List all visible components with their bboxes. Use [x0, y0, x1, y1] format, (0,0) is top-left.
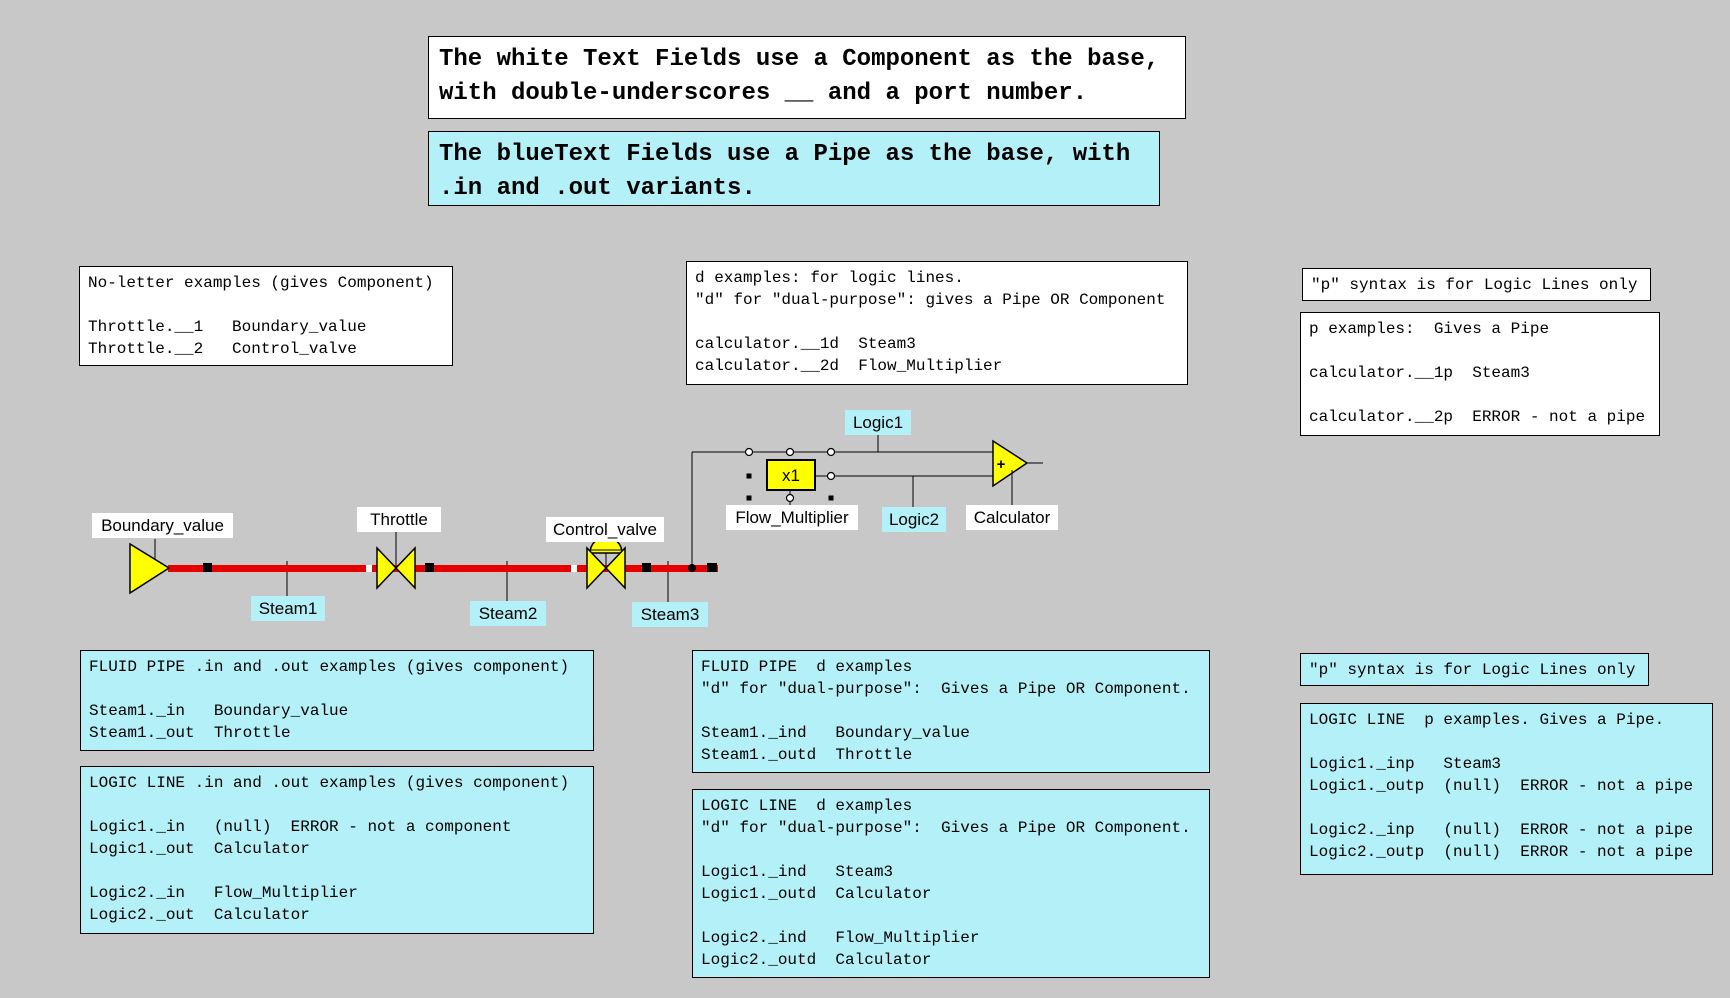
pipe-segment-mark — [425, 563, 434, 572]
label-steam2[interactable]: Steam2 — [470, 601, 546, 626]
selection-handle[interactable] — [744, 447, 754, 457]
panel-fluid-pipe-inout-examples[interactable]: FLUID PIPE .in and .out examples (gives … — [80, 650, 594, 751]
throttle-valve-shape[interactable] — [376, 546, 398, 590]
calculator-block[interactable] — [992, 439, 1029, 488]
calculator-block-operator: + — [997, 456, 1006, 473]
panel-d-examples[interactable]: d examples: for logic lines. "d" for "du… — [686, 261, 1188, 385]
label-calculator[interactable]: Calculator — [966, 505, 1058, 530]
selection-handle[interactable] — [828, 495, 834, 501]
label-throttle[interactable]: Throttle — [357, 507, 441, 532]
flow-multiplier-block-text: x1 — [782, 466, 800, 485]
selection-handle[interactable] — [826, 447, 836, 457]
panel-logic-line-d-examples[interactable]: LOGIC LINE d examples "d" for "dual-purp… — [692, 789, 1210, 978]
pipe-joint-gap — [366, 565, 372, 572]
flow-multiplier-block[interactable] — [766, 459, 816, 491]
label-logic2[interactable]: Logic2 — [882, 507, 946, 532]
panel-logic-line-inout-examples[interactable]: LOGIC LINE .in and .out examples (gives … — [80, 766, 594, 934]
logic-pipe-tap-dot — [688, 564, 696, 572]
pipe-joint-gap — [571, 565, 577, 572]
throttle-valve-shape[interactable] — [394, 546, 416, 590]
label-flow-multiplier[interactable]: Flow_Multiplier — [726, 505, 858, 530]
selection-handle[interactable] — [746, 495, 752, 501]
label-steam3[interactable]: Steam3 — [632, 602, 708, 627]
control-valve-shape[interactable] — [604, 546, 626, 590]
panel-logic-line-p-examples[interactable]: LOGIC LINE p examples. Gives a Pipe. Log… — [1300, 703, 1713, 875]
panel-p-examples[interactable]: p examples: Gives a Pipe calculator.__1p… — [1300, 312, 1660, 436]
label-control-valve[interactable]: Control_valve — [546, 517, 664, 542]
selection-handle[interactable] — [746, 473, 752, 479]
schematic-diagram: x1 + — [129, 430, 1043, 602]
boundary-value-shape[interactable] — [129, 542, 171, 595]
label-boundary-value[interactable]: Boundary_value — [92, 513, 233, 538]
note-blue-textfields[interactable]: The blueText Fields use a Pipe as the ba… — [428, 131, 1160, 206]
pipe-segment-mark — [642, 563, 651, 572]
selection-handle[interactable] — [785, 493, 795, 503]
label-logic1[interactable]: Logic1 — [845, 410, 911, 435]
panel-p-syntax-note-top[interactable]: "p" syntax is for Logic Lines only — [1302, 268, 1651, 301]
note-white-textfields[interactable]: The white Text Fields use a Component as… — [428, 36, 1186, 119]
panel-fluid-pipe-d-examples[interactable]: FLUID PIPE d examples "d" for "dual-purp… — [692, 650, 1210, 773]
control-valve-shape[interactable] — [586, 546, 608, 590]
pipe-end-cap — [707, 563, 717, 572]
steam-pipe[interactable] — [168, 565, 718, 572]
selection-handle[interactable] — [826, 471, 836, 481]
panel-p-syntax-note-bottom[interactable]: "p" syntax is for Logic Lines only — [1300, 653, 1649, 686]
selection-handle[interactable] — [785, 447, 795, 457]
panel-no-letter-examples[interactable]: No-letter examples (gives Component) Thr… — [79, 266, 453, 366]
label-steam1[interactable]: Steam1 — [251, 596, 325, 621]
pipe-segment-mark — [203, 563, 212, 572]
